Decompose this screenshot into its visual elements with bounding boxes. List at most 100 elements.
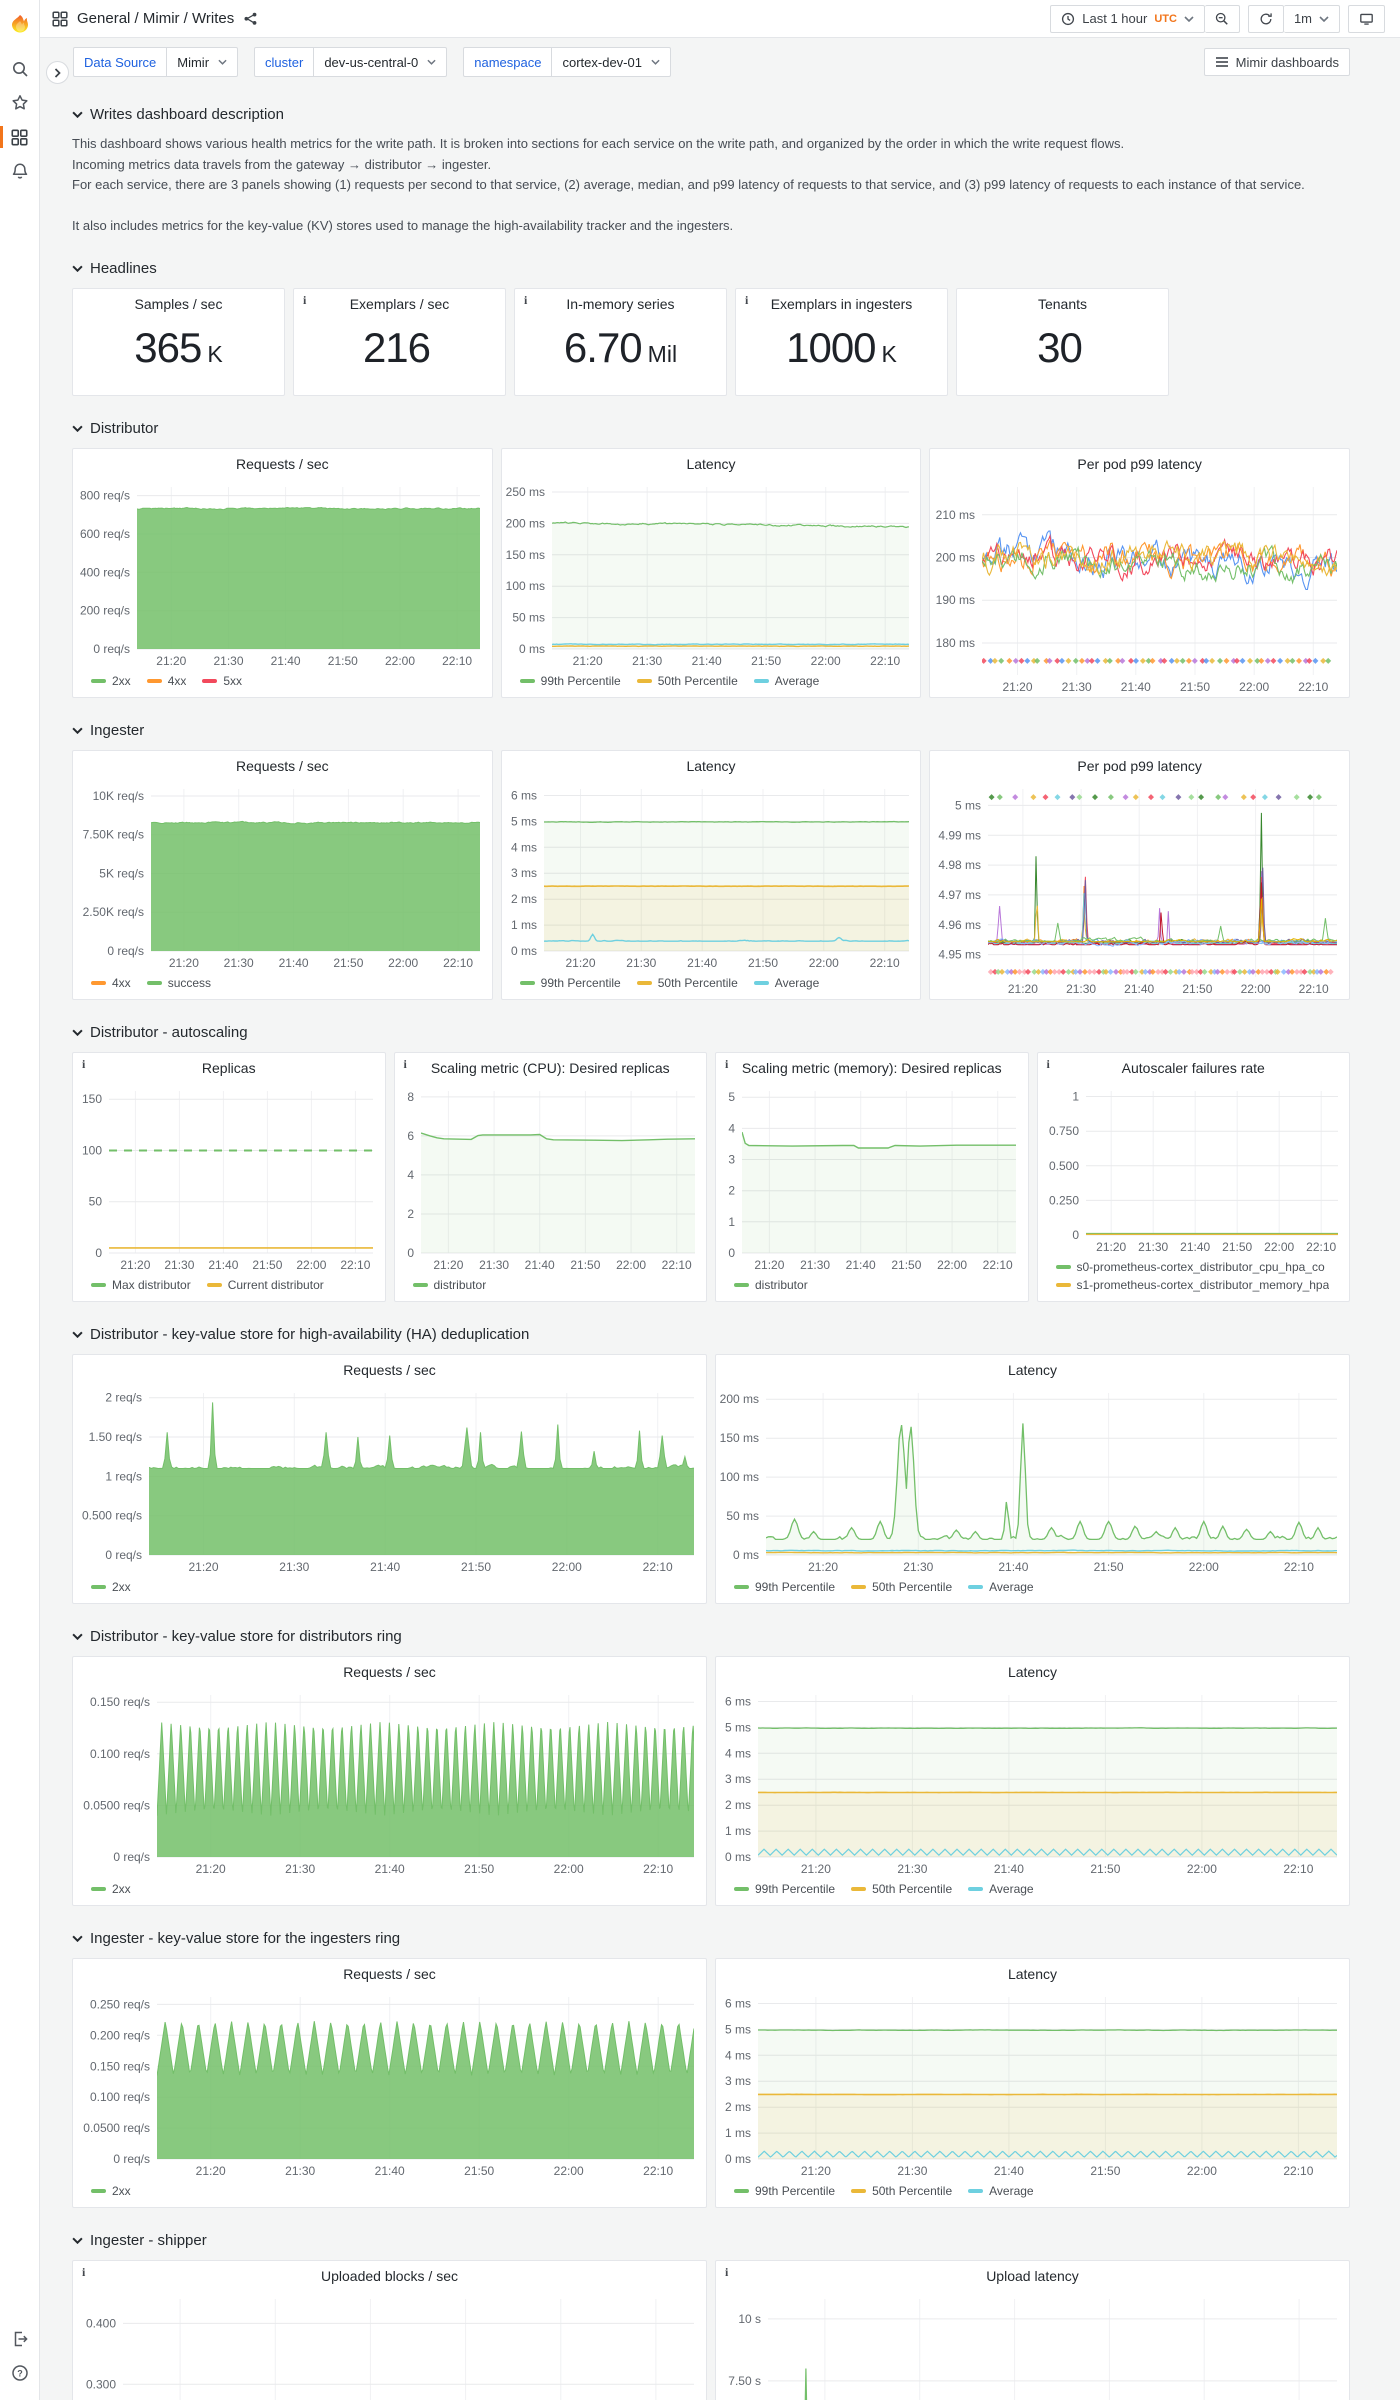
chart-distributor-latency[interactable]: 21:20 21:30 21:40 21:50 22:00 22:10 0 ms 50 ms 1… [502, 479, 921, 671]
panel-title[interactable]: Samples / sec [134, 296, 223, 313]
variable-value-dropdown[interactable]: Mimir [166, 47, 239, 77]
legend-item[interactable]: Average [968, 2184, 1034, 2198]
legend-item[interactable]: s0-prometheus-cortex_distributor_cpu_hpa… [1055, 1260, 1325, 1274]
legend-item[interactable]: 4xx [146, 674, 186, 688]
legend-item[interactable]: 4xx [91, 976, 131, 990]
legend-item[interactable]: 99th Percentile [519, 674, 621, 688]
panel-title[interactable]: In-memory series [566, 296, 675, 313]
panel-title[interactable]: Requests / sec [343, 1966, 436, 1983]
sidebar-item-sign-in[interactable] [0, 2322, 40, 2356]
panel-title[interactable]: Replicas [201, 1060, 256, 1077]
panel-title[interactable]: Latency [1007, 1362, 1058, 1379]
refresh-interval-select[interactable]: 1m [1283, 4, 1340, 33]
row-header-distributors-ring[interactable]: Distributor - key-value store for distri… [72, 1624, 1350, 1648]
legend-item[interactable]: Average [968, 1580, 1034, 1594]
svg-text:0: 0 [1072, 1228, 1079, 1242]
chart-scaling-metric-cpu[interactable]: 21:20 21:30 21:40 21:50 22:00 22:10 0 2 4 6 8 [395, 1083, 707, 1275]
chart-autoscaler-failures[interactable]: 21:20 21:30 21:40 21:50 22:00 22:10 0 0.250 0.50… [1038, 1083, 1350, 1257]
legend-item[interactable]: 2xx [91, 1882, 131, 1896]
legend-item[interactable]: Max distributor [91, 1278, 191, 1292]
row-header-description[interactable]: Writes dashboard description [72, 102, 1350, 126]
legend-item[interactable]: s1-prometheus-cortex_distributor_memory_… [1055, 1278, 1329, 1292]
panel-title[interactable]: Autoscaler failures rate [1121, 1060, 1265, 1077]
chart-distributor-requests[interactable]: 21:20 21:30 21:40 21:50 22:00 22:10 0 req/s 200… [73, 479, 492, 671]
legend-item[interactable]: 2xx [91, 2184, 131, 2198]
legend-item[interactable]: Average [753, 976, 819, 990]
chart-scaling-metric-memory[interactable]: 21:20 21:30 21:40 21:50 22:00 22:10 0 1 2 3 4 5 [716, 1083, 1028, 1275]
panel-title[interactable]: Requests / sec [343, 1362, 436, 1379]
row-header-ingester[interactable]: Ingester [72, 718, 1350, 742]
panel-title[interactable]: Scaling metric (CPU): Desired replicas [430, 1060, 670, 1077]
chart-ingesters-ring-requests[interactable]: 21:20 21:30 21:40 21:50 22:00 22:10 0 req/s 0.0… [73, 1989, 706, 2181]
panel-title[interactable]: Latency [1007, 1966, 1058, 1983]
panel-title[interactable]: Requests / sec [343, 1664, 436, 1681]
row-header-distributor[interactable]: Distributor [72, 416, 1350, 440]
panel-title[interactable]: Upload latency [986, 2268, 1079, 2285]
chart-replicas[interactable]: 21:20 21:30 21:40 21:50 22:00 22:10 0 50 100 150 [73, 1083, 385, 1275]
panel-title[interactable]: Latency [686, 758, 736, 775]
chart-ingesters-ring-latency[interactable]: 21:20 21:30 21:40 21:50 22:00 22:10 0 ms 1 ms 2 … [716, 1989, 1349, 2181]
sidebar-item-alerting[interactable] [0, 154, 40, 188]
panel-title[interactable]: Uploaded blocks / sec [321, 2268, 458, 2285]
row-header-ingesters-ring[interactable]: Ingester - key-value store for the inges… [72, 1926, 1350, 1950]
chart-ha-latency[interactable]: 21:20 21:30 21:40 21:50 22:00 22:10 0 ms 50 ms 1… [716, 1385, 1349, 1577]
panel-title[interactable]: Per pod p99 latency [1077, 758, 1202, 775]
breadcrumb[interactable]: General / Mimir / Writes [77, 10, 234, 27]
row-header-ha-dedup[interactable]: Distributor - key-value store for high-a… [72, 1322, 1350, 1346]
refresh-button[interactable] [1247, 4, 1284, 33]
legend-item[interactable]: 50th Percentile [851, 1882, 952, 1896]
legend-item[interactable]: Average [753, 674, 819, 688]
panel-title[interactable]: Latency [1007, 1664, 1058, 1681]
row-header-ingester-shipper[interactable]: Ingester - shipper [72, 2228, 1350, 2252]
grafana-logo[interactable] [0, 6, 40, 46]
legend-item[interactable]: success [146, 976, 211, 990]
legend-item[interactable]: 5xx [202, 674, 242, 688]
dashboard-title[interactable]: General / Mimir / Writes [77, 10, 235, 27]
chart-ingester-per-pod-p99[interactable]: 21:20 21:30 21:40 21:50 22:00 22:10 4.95 ms 4.9… [930, 781, 1349, 999]
row-header-distributor-autoscaling[interactable]: Distributor - autoscaling [72, 1020, 1350, 1044]
variable-value-dropdown[interactable]: dev-us-central-0 [313, 47, 448, 77]
legend-item[interactable]: 99th Percentile [734, 2184, 835, 2198]
legend-item[interactable]: 50th Percentile [851, 2184, 952, 2198]
panel-title[interactable]: Scaling metric (memory): Desired replica… [741, 1060, 1002, 1077]
legend-item[interactable]: 99th Percentile [734, 1580, 835, 1594]
legend-item[interactable]: 2xx [91, 674, 131, 688]
row-header-headlines[interactable]: Headlines [72, 256, 1350, 280]
chart-ingester-requests[interactable]: 21:20 21:30 21:40 21:50 22:00 22:10 0 req/s 2.5… [73, 781, 492, 973]
chart-ring-latency[interactable]: 21:20 21:30 21:40 21:50 22:00 22:10 0 ms 1 ms 2 … [716, 1687, 1349, 1879]
panel-title[interactable]: Tenants [1037, 296, 1088, 313]
legend-item[interactable]: 99th Percentile [734, 1882, 835, 1896]
share-icon[interactable] [243, 11, 258, 26]
chart-distributor-per-pod-p99[interactable]: 21:20 21:30 21:40 21:50 22:00 22:10 180 ms 190 … [930, 479, 1349, 697]
legend-item[interactable]: 50th Percentile [636, 674, 738, 688]
legend-item[interactable]: Current distributor [206, 1278, 324, 1292]
chart-ring-requests[interactable]: 21:20 21:30 21:40 21:50 22:00 22:10 0 req/s 0.0… [73, 1687, 706, 1879]
panel-title[interactable]: Exemplars / sec [349, 296, 450, 313]
chart-ha-requests[interactable]: 21:20 21:30 21:40 21:50 22:00 22:10 0 req/s 0.5… [73, 1385, 706, 1577]
mimir-dashboards-button[interactable]: Mimir dashboards [1203, 48, 1350, 76]
chart-ingester-latency[interactable]: 21:20 21:30 21:40 21:50 22:00 22:10 0 ms 1 ms 2 … [502, 781, 921, 973]
panel-title[interactable]: Per pod p99 latency [1077, 456, 1202, 473]
panel-title[interactable]: Requests / sec [236, 758, 329, 775]
legend-item[interactable]: 2xx [91, 1580, 131, 1594]
panel-title[interactable]: Requests / sec [236, 456, 329, 473]
zoom-out-button[interactable] [1204, 4, 1240, 33]
sidebar-item-help[interactable]: ? [0, 2356, 40, 2390]
legend-item[interactable]: 50th Percentile [636, 976, 738, 990]
chart-uploaded-blocks[interactable]: 21:2021:3021:4021:5022:0022:100.4000.300… [73, 2291, 706, 2400]
legend-item[interactable]: distributor [412, 1278, 486, 1292]
panel-title[interactable]: Exemplars in ingesters [770, 296, 913, 313]
panel-title[interactable]: Latency [686, 456, 736, 473]
legend-item[interactable]: distributor [734, 1278, 808, 1292]
legend-item[interactable]: Average [968, 1882, 1034, 1896]
legend-item[interactable]: 50th Percentile [851, 1580, 952, 1594]
cycle-view-button[interactable] [1348, 4, 1385, 33]
variable-value-dropdown[interactable]: cortex-dev-01 [551, 47, 671, 77]
sidebar-item-search[interactable] [0, 52, 40, 86]
sidebar-item-dashboards[interactable] [0, 120, 40, 154]
legend-item[interactable]: 99th Percentile [519, 976, 621, 990]
sidebar-item-starred[interactable] [0, 86, 40, 120]
sidebar-expand-button[interactable] [46, 61, 69, 84]
time-range-picker[interactable]: Last 1 hour UTC [1050, 4, 1205, 33]
